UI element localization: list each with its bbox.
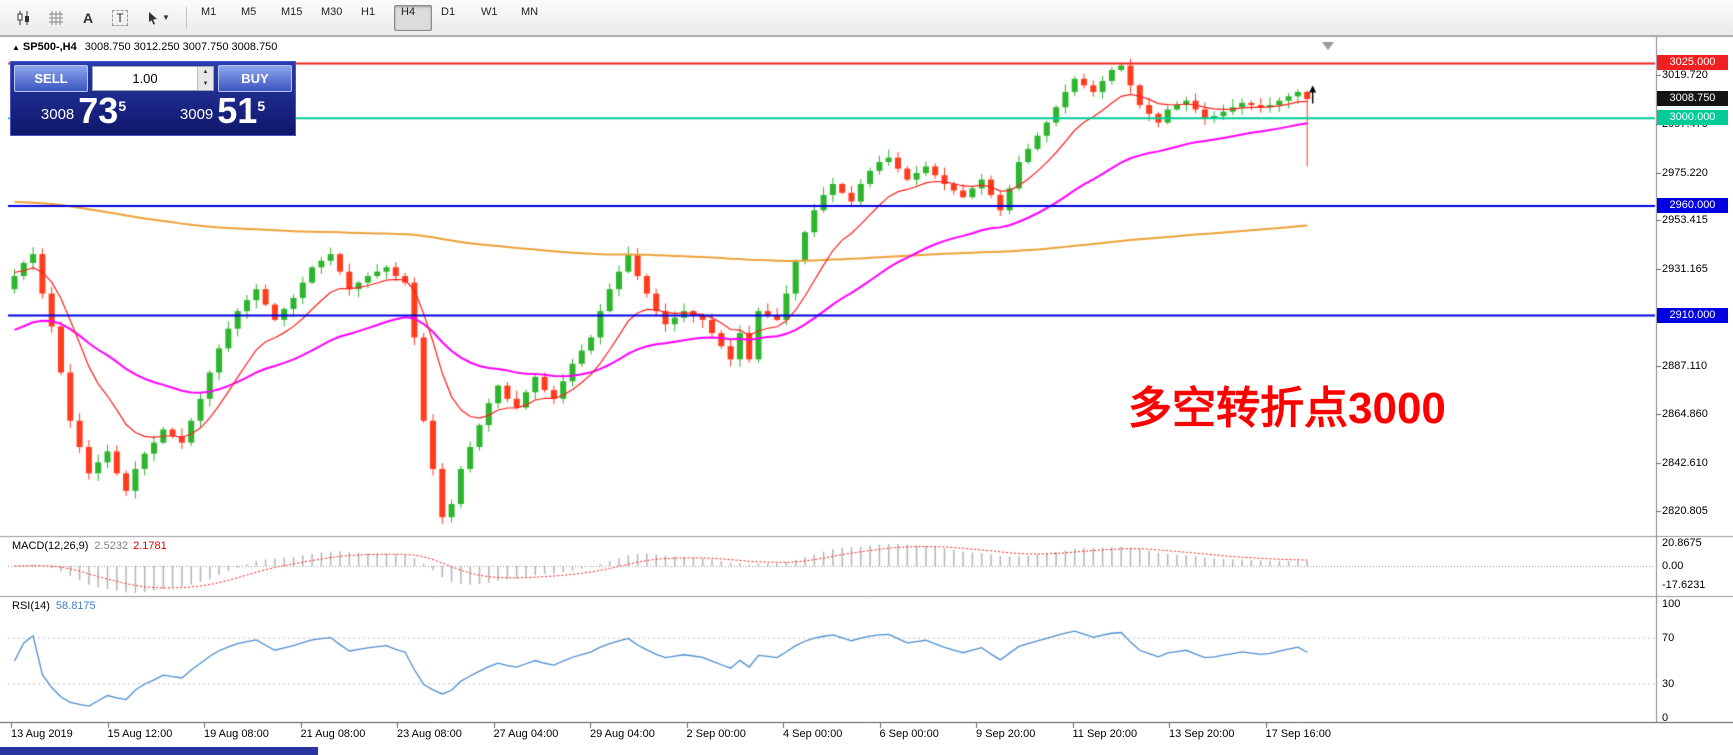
text-t-glyph: T [112, 9, 128, 26]
time-axis-label: 13 Aug 2019 [11, 728, 73, 740]
volume-down-button[interactable]: ▼ [198, 78, 213, 90]
rsi-axis-label: 30 [1662, 677, 1675, 690]
text-t-icon[interactable]: T [105, 4, 135, 32]
timeframe-m15[interactable]: M15 [281, 5, 303, 18]
timeframe-w1[interactable]: W1 [481, 5, 498, 18]
buy-button[interactable]: BUY [218, 65, 292, 92]
candlestick-chart-icon[interactable] [9, 4, 39, 32]
time-axis-label: 6 Sep 00:00 [879, 728, 939, 740]
price-axis-label: 2953.415 [1662, 214, 1708, 227]
chart-symbol: SP500-,H4 [22, 41, 77, 53]
volume-field[interactable]: 1.00 ▲ ▼ [92, 66, 214, 91]
macd-value-main: 2.5232 [94, 540, 129, 552]
time-axis-label: 21 Aug 08:00 [300, 728, 366, 740]
time-axis-label: 11 Sep 20:00 [1072, 728, 1138, 740]
time-axis-label: 4 Sep 00:00 [783, 728, 843, 740]
bottom-tab-strip[interactable] [0, 747, 318, 755]
rsi-axis-label: 70 [1662, 632, 1675, 645]
rsi-indicator-label: RSI(14) 58.8175 [12, 600, 96, 612]
timeframe-m5[interactable]: M5 [241, 5, 257, 18]
price-badge: 2910.000 [1657, 307, 1728, 323]
volume-value[interactable]: 1.00 [132, 71, 158, 86]
timeframe-button-group: M1 M5 M15 M30 H1 H4 D1 W1 MN [193, 4, 553, 31]
ask-prefix: 3009 [179, 105, 214, 123]
timeframe-h1[interactable]: H1 [361, 5, 376, 18]
rsi-axis-label: 0 [1662, 712, 1669, 724]
time-axis-label: 19 Aug 08:00 [204, 728, 269, 740]
dropdown-arrow-icon: ▼ [162, 13, 170, 22]
timeframe-mn[interactable]: MN [521, 5, 539, 18]
bid-sup-digit: 5 [118, 98, 127, 114]
chart-header: ▲ SP500-,H4 3008.750 3012.250 3007.750 300… [12, 41, 277, 53]
text-a-icon[interactable]: A [73, 4, 103, 32]
time-axis-label: 27 Aug 04:00 [493, 728, 559, 740]
macd-indicator-label: MACD(12,26,9) 2.5232 2.1781 [12, 540, 167, 552]
time-axis-label: 2 Sep 00:00 [686, 728, 746, 740]
macd-axis-label: 0.00 [1662, 560, 1684, 572]
rsi-axis-label: 100 [1662, 598, 1681, 610]
ask-main-digits: 51 [217, 90, 258, 131]
price-axis-label: 2820.805 [1662, 505, 1708, 518]
rsi-name: RSI(14) [12, 600, 50, 612]
timeframe-m1[interactable]: M1 [201, 5, 217, 18]
price-axis-label: 2931.165 [1662, 263, 1708, 276]
symbol-marker-icon: ▲ [12, 43, 20, 52]
rsi-value: 58.8175 [55, 600, 96, 612]
price-badge: 3000.000 [1657, 110, 1728, 126]
bid-prefix: 3008 [40, 105, 75, 123]
time-axis-label: 29 Aug 04:00 [590, 728, 655, 740]
price-badge: 3008.750 [1657, 91, 1728, 107]
volume-up-button[interactable]: ▲ [198, 67, 213, 79]
price-axis-label: 3019.720 [1662, 69, 1708, 81]
time-axis-label: 17 Sep 16:00 [1265, 728, 1331, 740]
grid-icon[interactable] [41, 4, 71, 32]
sell-button[interactable]: SELL [14, 65, 88, 92]
toolbar: A T ▼ M1 M5 M15 M30 H1 H4 D1 W1 MN [0, 0, 1733, 36]
bid-main-digits: 73 [78, 90, 119, 131]
chart-text-annotation: 多空转折点3000 [1128, 384, 1446, 433]
ask-sup-digit: 5 [257, 98, 266, 114]
time-axis-label: 15 Aug 12:00 [107, 728, 173, 740]
price-axis-label: 2975.220 [1662, 166, 1708, 179]
price-badge: 3025.000 [1657, 55, 1728, 71]
price-badge: 2960.000 [1657, 197, 1728, 213]
macd-value-signal: 2.1781 [133, 540, 167, 552]
time-axis-label: 9 Sep 20:00 [976, 728, 1036, 740]
time-axis-label: 23 Aug 08:00 [397, 728, 462, 740]
timeframe-d1[interactable]: D1 [441, 5, 456, 18]
text-a-glyph: A [82, 9, 94, 26]
timeframe-h4[interactable]: H4 [394, 4, 432, 31]
timeframe-m30[interactable]: M30 [321, 5, 343, 18]
macd-axis-label: -17.6231 [1662, 579, 1706, 592]
price-axis-label: 2887.110 [1662, 359, 1708, 372]
chart-ohlc-values: 3008.750 3012.250 3007.750 3008.750 [84, 41, 278, 53]
macd-name: MACD(12,26,9) [12, 540, 89, 552]
price-axis-label: 2842.610 [1662, 457, 1708, 470]
toolbar-separator [186, 6, 187, 29]
one-click-trade-panel: SELL 1.00 ▲ ▼ BUY 3008 73 5 3009 51 5 [10, 61, 296, 136]
cursor-tool-icon[interactable]: ▼ [137, 4, 179, 32]
price-axis-label: 2864.860 [1662, 408, 1708, 421]
bid-price[interactable]: 3008 73 5 [14, 90, 153, 132]
ask-price[interactable]: 3009 51 5 [153, 90, 292, 132]
volume-spinner: ▲ ▼ [197, 67, 213, 90]
time-axis-label: 13 Sep 20:00 [1169, 728, 1235, 740]
macd-axis-label: 20.8675 [1662, 537, 1702, 550]
